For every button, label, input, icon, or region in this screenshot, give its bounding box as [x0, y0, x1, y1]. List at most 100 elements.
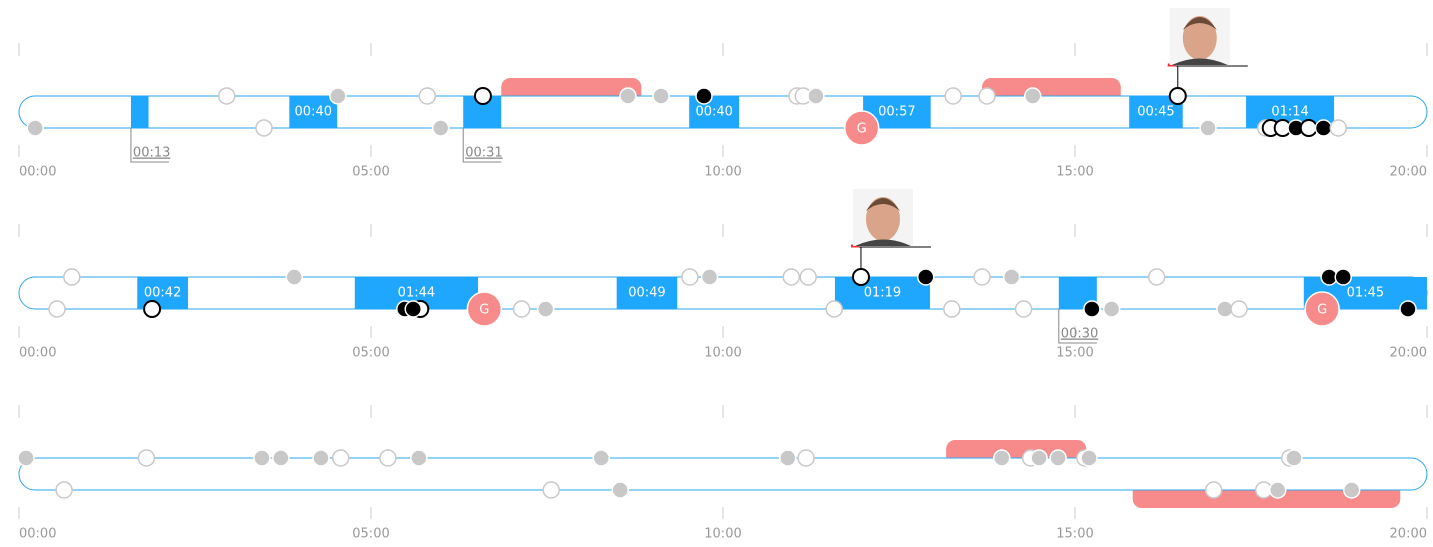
event-dot	[410, 449, 428, 467]
powerplay-duration: 00:42	[144, 286, 181, 301]
event-dot	[1080, 449, 1098, 467]
x-tick-label: 05:00	[352, 527, 389, 542]
event-dot	[512, 300, 531, 318]
event-dot	[1342, 481, 1361, 499]
event-dot	[1002, 268, 1021, 286]
powerplay-bar	[130, 96, 149, 129]
event-dot	[695, 87, 713, 105]
event-dot	[611, 481, 629, 499]
event-dot	[312, 449, 330, 467]
event-dot	[1314, 119, 1333, 137]
event-dot	[779, 449, 797, 467]
event-dot	[542, 481, 560, 499]
label-bracket	[1058, 309, 1097, 344]
x-tick-label: 20:00	[1390, 527, 1427, 542]
timeline-band	[18, 457, 1428, 491]
powerplay-duration: 01:44	[398, 286, 435, 301]
event-dot	[1102, 300, 1121, 318]
event-dot	[536, 300, 555, 318]
powerplay-duration: 00:40	[695, 105, 732, 120]
goal-marker	[466, 291, 503, 327]
event-dot	[1024, 87, 1042, 105]
x-tick-label: 00:00	[19, 527, 56, 542]
goal-label: G	[857, 122, 867, 137]
powerplay-duration: 00:30	[1061, 327, 1098, 342]
powerplay-duration: 00:13	[133, 146, 170, 161]
player-photo-shirt	[854, 239, 911, 246]
event-dot	[1285, 449, 1303, 467]
event-dot	[619, 87, 637, 105]
event-dot	[253, 449, 271, 467]
label-bracket	[462, 128, 502, 163]
event-dot	[1030, 449, 1048, 467]
x-tick-label: 10:00	[704, 527, 741, 542]
x-tick-label: 20:00	[1390, 346, 1427, 361]
powerplay-duration: 00:57	[878, 105, 915, 120]
event-dot	[1049, 449, 1067, 467]
event-dot	[797, 449, 815, 467]
event-dot	[592, 449, 610, 467]
event-dot	[1329, 119, 1348, 137]
event-dot	[404, 300, 422, 318]
event-dot	[1230, 300, 1248, 318]
x-tick-label: 20:00	[1390, 165, 1427, 180]
event-dot	[379, 449, 397, 467]
event-dot	[217, 87, 236, 105]
event-dot	[973, 268, 991, 286]
event-dot	[63, 268, 81, 286]
player-photo-hair	[1182, 17, 1217, 30]
event-dot	[1269, 481, 1287, 499]
event-dot	[993, 449, 1011, 467]
powerplay-duration: 00:49	[628, 286, 665, 301]
powerplay-duration: 00:31	[465, 146, 502, 161]
label-bracket	[130, 128, 169, 163]
event-dot	[143, 300, 162, 318]
timeline-band	[18, 276, 1428, 310]
event-dot	[331, 449, 350, 467]
event-dot	[137, 449, 156, 467]
event-dot	[943, 300, 961, 318]
player-photo-shirt	[1171, 58, 1228, 65]
event-dot	[418, 87, 437, 105]
powerplay-duration: 00:40	[295, 105, 332, 120]
event-dot	[807, 87, 825, 105]
event-dot	[1168, 87, 1187, 105]
event-dot	[944, 87, 962, 105]
event-dot	[799, 268, 817, 286]
event-dot	[681, 268, 699, 286]
event-dot	[825, 300, 843, 318]
x-tick-label: 05:00	[352, 346, 389, 361]
x-tick-label: 00:00	[19, 346, 56, 361]
event-dot	[1334, 268, 1352, 286]
penalty-bar-edge	[946, 449, 1087, 458]
powerplay-bar	[834, 277, 930, 310]
x-tick-label: 10:00	[704, 346, 741, 361]
x-tick-label: 05:00	[352, 165, 389, 180]
player-photo-face	[865, 197, 900, 241]
event-dot	[1147, 268, 1166, 286]
player-photo-hair	[865, 198, 900, 211]
powerplay-duration: 01:45	[1347, 286, 1384, 301]
goal-marker	[1304, 291, 1340, 327]
event-dot	[1299, 119, 1318, 137]
event-dot	[851, 268, 870, 286]
event-dot	[431, 119, 450, 137]
goal-label: G	[479, 303, 489, 318]
event-dot	[782, 268, 801, 286]
event-dot	[978, 87, 996, 105]
event-dot	[1399, 300, 1417, 318]
penalty-bar-edge	[982, 87, 1121, 96]
x-tick-label: 15:00	[1056, 346, 1093, 361]
event-dot	[1014, 300, 1033, 318]
x-tick-label: 10:00	[704, 165, 741, 180]
powerplay-bar	[289, 96, 338, 129]
x-tick-label: 15:00	[1056, 165, 1093, 180]
event-dot	[48, 300, 66, 318]
penalty-bar-edge	[501, 87, 642, 96]
event-dot	[17, 449, 35, 467]
event-dot	[1199, 119, 1217, 137]
event-dot	[652, 87, 670, 105]
event-dot	[285, 268, 304, 286]
event-dot	[255, 119, 273, 137]
event-dot	[329, 87, 347, 105]
